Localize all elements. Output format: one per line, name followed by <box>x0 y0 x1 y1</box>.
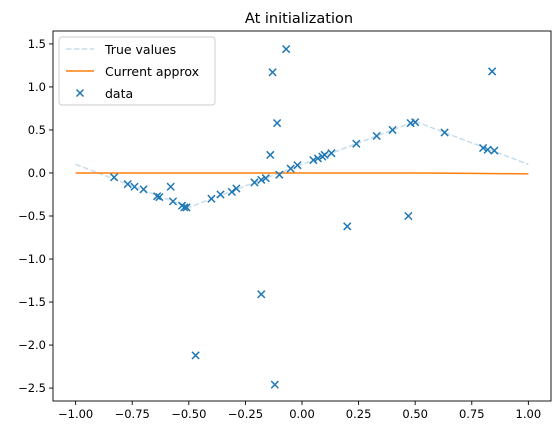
legend-label-data: data <box>105 86 133 101</box>
data-point-marker <box>207 194 216 203</box>
data-point-marker <box>232 184 241 193</box>
legend: True values Current approx data <box>58 36 216 106</box>
data-point-marker <box>320 150 329 160</box>
data-point-marker <box>216 190 225 199</box>
y-tick-label: −1.5 <box>18 295 46 309</box>
data-point-marker <box>404 211 413 221</box>
y-tick-label: −2.5 <box>18 381 46 395</box>
data-point-marker <box>282 44 291 54</box>
legend-label-current-approx: Current approx <box>105 64 199 79</box>
x-tick-label: −0.75 <box>115 407 150 421</box>
data-point-marker <box>352 139 361 148</box>
y-tick-label: 0.0 <box>28 166 46 180</box>
legend-label-true-values: True values <box>104 42 176 57</box>
data-point-marker <box>191 351 200 360</box>
legend-item-current-approx: Current approx <box>66 64 199 79</box>
series-line-true-values <box>75 120 529 209</box>
legend-item-data: data <box>75 86 133 101</box>
x-tick-label: 0.50 <box>402 407 428 421</box>
data-point-marker <box>440 128 449 137</box>
data-point-marker <box>152 192 162 201</box>
x-tick-label: −1.00 <box>58 407 93 421</box>
data-point-marker <box>309 155 318 165</box>
y-tick-label: 0.5 <box>28 123 46 137</box>
x-tick-label: −0.25 <box>228 407 263 421</box>
data-point-marker <box>257 175 266 184</box>
data-point-marker <box>488 67 497 76</box>
legend-swatch-data-marker <box>75 88 85 98</box>
data-point-marker <box>478 143 488 153</box>
series-layer <box>75 44 529 389</box>
data-point-marker <box>123 180 132 189</box>
y-tick-label: −0.5 <box>18 209 46 223</box>
data-point-marker <box>182 203 191 212</box>
data-point-marker <box>130 182 139 191</box>
series-line-current-approx <box>75 172 529 175</box>
data-point-marker <box>250 178 259 187</box>
data-point-marker <box>343 222 352 231</box>
data-point-marker <box>180 203 189 212</box>
x-tick-label: 0.25 <box>346 407 372 421</box>
x-tick-label: 1.00 <box>516 407 542 421</box>
data-point-marker <box>275 170 284 179</box>
y-tick-label: −1.0 <box>18 252 46 266</box>
y-axis-ticks: 1.5 1.0 0.5 0.0 −0.5 −1.0 −1.5 −2.0 −2.5 <box>18 37 53 395</box>
data-point-marker <box>411 118 420 127</box>
x-tick-label: −0.50 <box>171 407 206 421</box>
data-point-marker <box>168 197 178 206</box>
y-tick-label: −2.0 <box>18 338 46 352</box>
legend-item-true-values: True values <box>66 42 176 57</box>
y-tick-label: 1.5 <box>28 37 46 51</box>
data-point-marker <box>286 164 295 173</box>
data-point-marker <box>483 145 492 154</box>
data-point-marker <box>109 173 119 182</box>
chart-title: At initialization <box>245 11 353 27</box>
legend-box <box>58 36 216 106</box>
y-tick-label: 1.0 <box>28 80 46 94</box>
data-point-marker <box>257 290 266 299</box>
data-point-marker <box>155 192 164 202</box>
plot-area-frame <box>52 30 552 402</box>
data-point-marker <box>372 131 381 141</box>
data-point-marker <box>261 174 270 183</box>
data-point-marker <box>313 154 322 163</box>
data-point-marker <box>266 150 275 160</box>
x-axis-ticks: −1.00 −0.75 −0.50 −0.25 0.00 0.25 0.50 0.75 1.00 <box>58 401 541 421</box>
x-tick-label: 0.75 <box>459 407 485 421</box>
data-point-marker <box>139 185 148 194</box>
data-point-marker <box>293 161 302 170</box>
data-point-marker <box>490 146 499 155</box>
data-point-marker <box>388 125 397 135</box>
data-point-marker <box>268 68 277 77</box>
data-point-marker <box>270 380 279 389</box>
data-point-marker <box>327 149 336 158</box>
data-point-marker <box>272 118 282 128</box>
data-point-marker <box>227 187 236 197</box>
x-tick-label: 0.00 <box>289 407 315 421</box>
data-point-marker <box>166 182 175 191</box>
